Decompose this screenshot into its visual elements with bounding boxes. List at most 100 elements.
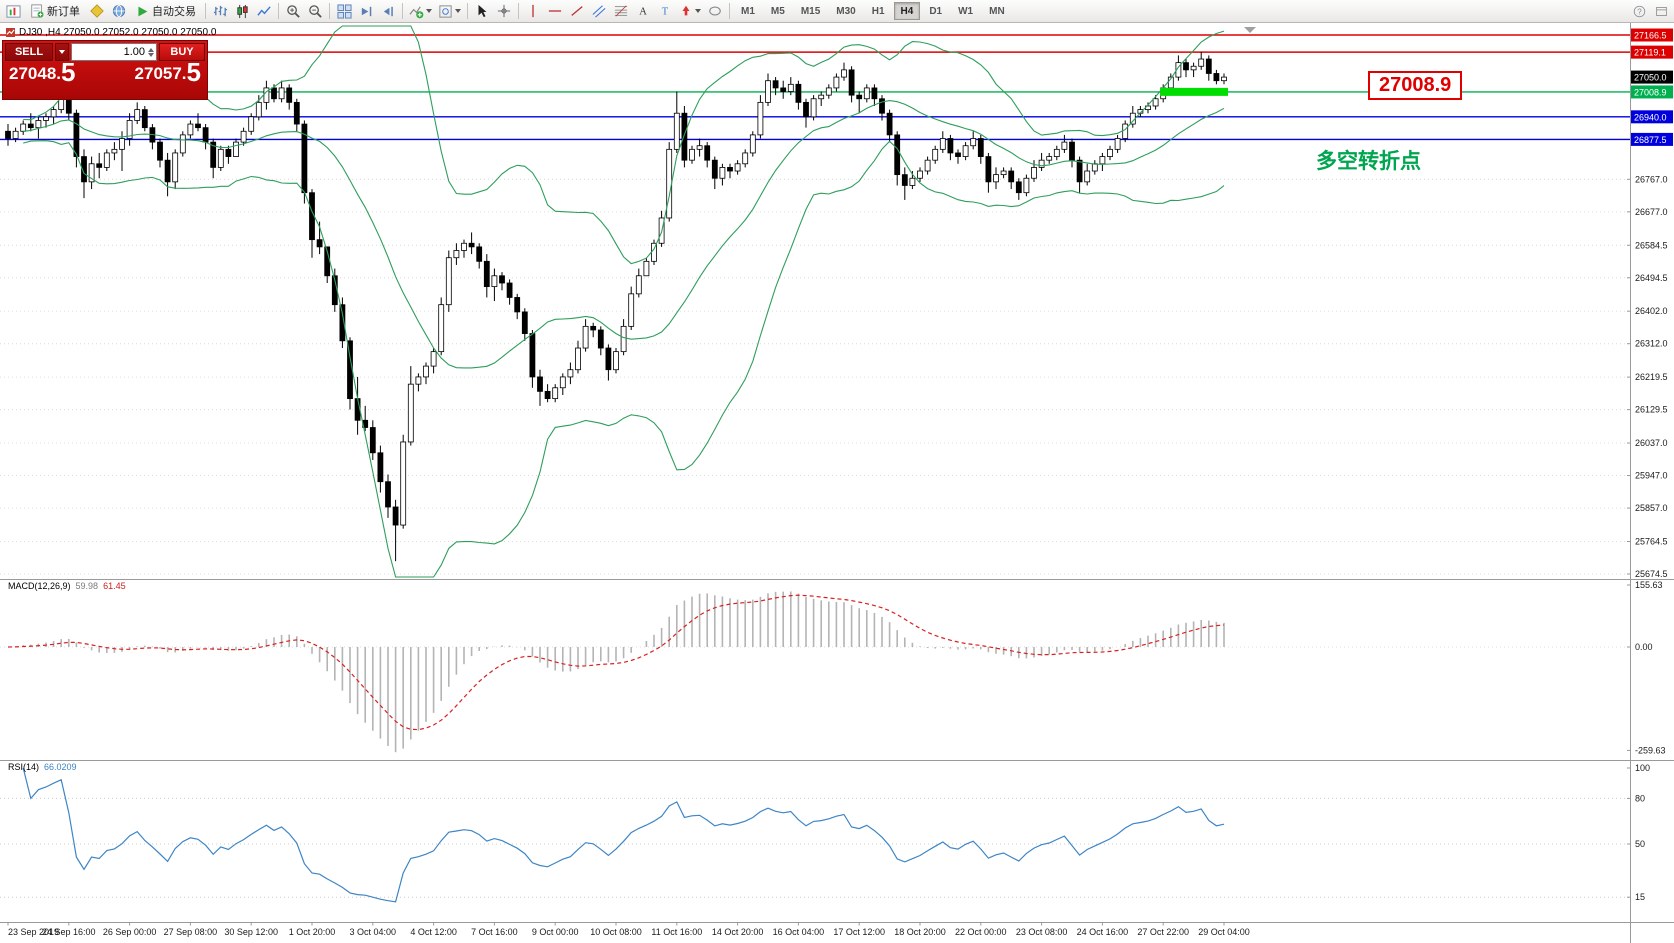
timeframe-button-mn[interactable]: MN xyxy=(982,2,1012,20)
toolbar-customize-icon[interactable] xyxy=(1650,1,1672,21)
rsi-indicator-label: RSI(14) 66.0209 xyxy=(8,762,77,772)
horizontal-line-icon[interactable] xyxy=(544,1,566,21)
svg-text:27 Oct 22:00: 27 Oct 22:00 xyxy=(1137,927,1189,937)
objects-dropdown-button[interactable] xyxy=(435,1,464,21)
svg-text:-259.63: -259.63 xyxy=(1635,745,1666,755)
timeframe-button-m1[interactable]: M1 xyxy=(734,2,762,20)
stepper-down-icon[interactable] xyxy=(148,52,154,57)
volume-value: 1.00 xyxy=(123,46,145,58)
auto-scroll-icon[interactable] xyxy=(355,1,377,21)
toolbar-separator xyxy=(205,3,206,19)
timeframe-button-h1[interactable]: H1 xyxy=(865,2,892,20)
order-type-dropdown[interactable] xyxy=(55,43,69,61)
timeframe-button-d1[interactable]: D1 xyxy=(922,2,949,20)
toolbar-overflow-icon[interactable]: ? xyxy=(1628,1,1650,21)
svg-text:26037.0: 26037.0 xyxy=(1635,438,1668,448)
timeframe-button-h4[interactable]: H4 xyxy=(893,2,921,20)
label-tool-icon[interactable]: T xyxy=(654,1,676,21)
candlestick-series xyxy=(5,51,1227,562)
timeframe-button-m30[interactable]: M30 xyxy=(829,2,862,20)
svg-text:25947.0: 25947.0 xyxy=(1635,471,1668,481)
zoom-in-icon[interactable] xyxy=(282,1,304,21)
macd-histogram xyxy=(14,591,1225,753)
svg-text:26677.0: 26677.0 xyxy=(1635,207,1668,217)
candlestick-chart-icon[interactable] xyxy=(231,1,253,21)
svg-text:?: ? xyxy=(1637,7,1642,16)
svg-text:11 Oct 16:00: 11 Oct 16:00 xyxy=(651,927,702,937)
chart-shift-icon[interactable] xyxy=(377,1,399,21)
bollinger-bands xyxy=(23,25,1225,578)
autotrading-button[interactable]: 自动交易 xyxy=(130,1,202,21)
shapes-tool-icon[interactable] xyxy=(704,1,726,21)
svg-text:9 Oct 00:00: 9 Oct 00:00 xyxy=(532,927,579,937)
cursor-icon[interactable] xyxy=(471,1,493,21)
new-order-button[interactable]: 新订单 xyxy=(24,1,86,21)
buy-price[interactable]: 27057.5 xyxy=(134,57,201,87)
text-tool-icon[interactable]: A xyxy=(632,1,654,21)
svg-text:30 Sep 12:00: 30 Sep 12:00 xyxy=(224,927,278,937)
channel-icon[interactable] xyxy=(588,1,610,21)
svg-text:26402.0: 26402.0 xyxy=(1635,306,1668,316)
svg-text:26 Sep 00:00: 26 Sep 00:00 xyxy=(103,927,157,937)
svg-text:14 Oct 20:00: 14 Oct 20:00 xyxy=(712,927,764,937)
price-axis-labels: 27166.5 27119.1 27050.0 27008.9 26940.0 26877… xyxy=(1631,28,1673,146)
timeframe-button-m5[interactable]: M5 xyxy=(764,2,792,20)
volume-stepper[interactable] xyxy=(148,47,154,57)
arrows-tool-icon[interactable] xyxy=(676,1,704,21)
toolbar-separator xyxy=(729,3,730,19)
svg-text:24 Sep 16:00: 24 Sep 16:00 xyxy=(42,927,96,937)
volume-field[interactable]: 1.00 xyxy=(71,43,157,61)
chart-shift-marker[interactable] xyxy=(1244,27,1256,33)
svg-text:155.63: 155.63 xyxy=(1635,580,1663,590)
timeframe-button-w1[interactable]: W1 xyxy=(951,2,980,20)
svg-text:10 Oct 08:00: 10 Oct 08:00 xyxy=(590,927,642,937)
community-icon[interactable] xyxy=(108,1,130,21)
svg-text:26129.5: 26129.5 xyxy=(1635,405,1668,415)
svg-text:80: 80 xyxy=(1635,793,1645,803)
zoom-out-icon[interactable] xyxy=(304,1,326,21)
svg-text:26877.5: 26877.5 xyxy=(1634,135,1667,145)
toolbar-separator xyxy=(518,3,519,19)
price-grid: 26767.0 26677.0 26584.5 26494.5 26402.0 26312… xyxy=(0,174,1668,579)
horizontal-lines[interactable] xyxy=(0,34,1630,141)
new-chart-icon[interactable] xyxy=(2,1,24,21)
chevron-down-icon xyxy=(695,9,701,13)
indicators-button[interactable] xyxy=(406,1,435,21)
svg-text:27 Sep 08:00: 27 Sep 08:00 xyxy=(164,927,218,937)
svg-text:22 Oct 00:00: 22 Oct 00:00 xyxy=(955,927,1007,937)
bar-chart-icon[interactable] xyxy=(209,1,231,21)
symbol-icon xyxy=(6,28,15,37)
toolbar-separator xyxy=(329,3,330,19)
vertical-line-icon[interactable] xyxy=(522,1,544,21)
svg-text:23 Oct 08:00: 23 Oct 08:00 xyxy=(1016,927,1068,937)
svg-text:1 Oct 20:00: 1 Oct 20:00 xyxy=(289,927,336,937)
svg-text:17 Oct 12:00: 17 Oct 12:00 xyxy=(833,927,885,937)
svg-text:29 Oct 04:00: 29 Oct 04:00 xyxy=(1198,927,1250,937)
svg-text:A: A xyxy=(639,7,647,18)
svg-text:24 Oct 16:00: 24 Oct 16:00 xyxy=(1077,927,1129,937)
metaeditor-icon[interactable] xyxy=(86,1,108,21)
timeframe-button-m15[interactable]: M15 xyxy=(794,2,827,20)
crosshair-icon[interactable] xyxy=(493,1,515,21)
svg-text:26219.5: 26219.5 xyxy=(1635,372,1668,382)
tile-windows-icon[interactable] xyxy=(333,1,355,21)
one-click-trading-panel: SELL 1.00 BUY 27048.5 27057.5 xyxy=(2,40,208,100)
autotrading-label: 自动交易 xyxy=(152,6,196,18)
sell-price[interactable]: 27048.5 xyxy=(9,57,76,87)
macd-indicator-label: MACD(12,26,9) 59.98 61.45 xyxy=(8,581,126,591)
trendline-icon[interactable] xyxy=(566,1,588,21)
chevron-down-icon xyxy=(455,9,461,13)
chevron-down-icon xyxy=(59,50,65,54)
fibonacci-icon[interactable] xyxy=(610,1,632,21)
buy-button[interactable]: BUY xyxy=(159,43,205,61)
chevron-down-icon xyxy=(426,9,432,13)
svg-text:26494.5: 26494.5 xyxy=(1635,273,1668,283)
main-toolbar: 新订单 自动交易 A T M1 M5 M15 M30 H1 H4 D1 W1 MN ? xyxy=(0,0,1674,23)
line-chart-icon[interactable] xyxy=(253,1,275,21)
rsi-line xyxy=(22,767,1225,903)
stepper-up-icon[interactable] xyxy=(148,47,154,52)
svg-text:0.00: 0.00 xyxy=(1635,642,1653,652)
sell-button[interactable]: SELL xyxy=(5,43,53,61)
